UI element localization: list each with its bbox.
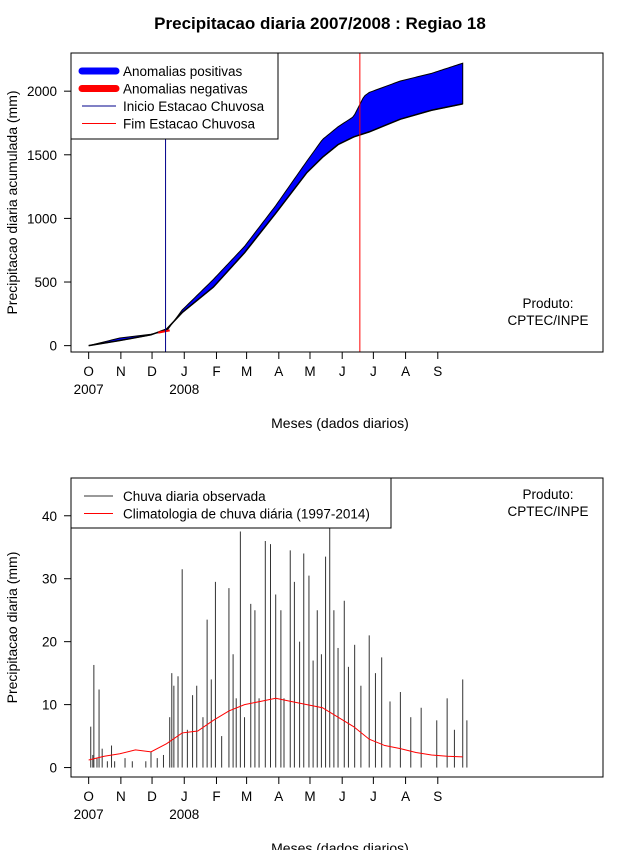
x-tick-label: M [241, 364, 252, 379]
x-axis-label: Meses (dados diarios) [271, 840, 409, 850]
plot-frame [70, 52, 604, 353]
legend-label: Chuva diaria observada [123, 489, 266, 504]
product-annotation: CPTEC/INPE [507, 504, 588, 519]
y-tick-label: 1000 [27, 211, 57, 226]
x-tick-label: S [433, 789, 442, 804]
chart-title: Precipitacao diaria 2007/2008 : Regiao 1… [154, 14, 486, 33]
x-axis-label: Meses (dados diarios) [271, 415, 409, 431]
x-tick-label: D [147, 364, 157, 379]
x-tick-label: A [274, 789, 283, 804]
x-tick-label: F [212, 789, 220, 804]
x-tick-label: J [339, 789, 346, 804]
year-label: 2007 [74, 807, 104, 822]
x-tick-label: J [181, 789, 188, 804]
x-tick-label: M [304, 364, 315, 379]
y-tick-label: 10 [42, 698, 57, 713]
x-tick-label: J [370, 789, 377, 804]
legend-label: Climatologia de chuva diária (1997-2014) [123, 507, 370, 522]
x-tick-label: A [401, 789, 410, 804]
product-annotation: Produto: [522, 487, 573, 502]
negative-anomaly-mark [158, 329, 170, 334]
legend-label: Anomalias negativas [123, 82, 248, 97]
y-tick-label: 2000 [27, 84, 57, 99]
x-tick-label: M [304, 789, 315, 804]
x-tick-label: O [83, 789, 94, 804]
x-tick-label: A [274, 364, 283, 379]
x-tick-label: J [181, 364, 188, 379]
product-annotation: Produto: [522, 296, 573, 311]
y-tick-label: 40 [42, 509, 57, 524]
y-tick-label: 0 [49, 761, 57, 776]
x-tick-label: O [83, 364, 94, 379]
x-tick-label: N [116, 364, 126, 379]
y-tick-label: 30 [42, 572, 57, 587]
product-annotation: CPTEC/INPE [507, 313, 588, 328]
y-tick-label: 0 [49, 339, 57, 354]
year-label: 2008 [169, 807, 199, 822]
legend-label: Fim Estacao Chuvosa [123, 117, 256, 132]
x-tick-label: N [116, 789, 126, 804]
legend-box [70, 477, 392, 529]
year-label: 2007 [74, 382, 104, 397]
y-tick-label: 1500 [27, 148, 57, 163]
climatology-daily-line [88, 697, 463, 761]
x-tick-label: M [241, 789, 252, 804]
x-tick-label: F [212, 364, 220, 379]
x-tick-label: A [401, 364, 410, 379]
y-axis-label: Precipitacao diaria acumulada (mm) [4, 90, 20, 314]
x-tick-label: S [433, 364, 442, 379]
x-tick-label: J [370, 364, 377, 379]
climatology-accumulated-line [88, 103, 463, 347]
x-tick-label: D [147, 789, 157, 804]
y-tick-label: 500 [34, 275, 57, 290]
legend-label: Anomalias positivas [123, 64, 243, 79]
y-axis-label: Precipitacao diaria (mm) [4, 552, 20, 704]
y-tick-label: 20 [42, 635, 57, 650]
x-tick-label: J [339, 364, 346, 379]
legend-label: Inicio Estacao Chuvosa [123, 99, 265, 114]
year-label: 2008 [169, 382, 199, 397]
legend-box [70, 52, 279, 140]
